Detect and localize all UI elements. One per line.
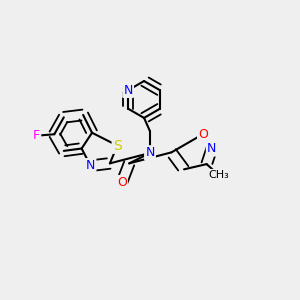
Text: O: O xyxy=(117,176,127,189)
Text: F: F xyxy=(33,129,40,142)
Text: N: N xyxy=(207,142,216,155)
Text: CH₃: CH₃ xyxy=(208,170,229,180)
Text: S: S xyxy=(113,139,122,152)
Text: N: N xyxy=(123,84,133,97)
Text: N: N xyxy=(145,146,155,160)
Text: N: N xyxy=(86,159,95,172)
Text: O: O xyxy=(198,128,208,140)
